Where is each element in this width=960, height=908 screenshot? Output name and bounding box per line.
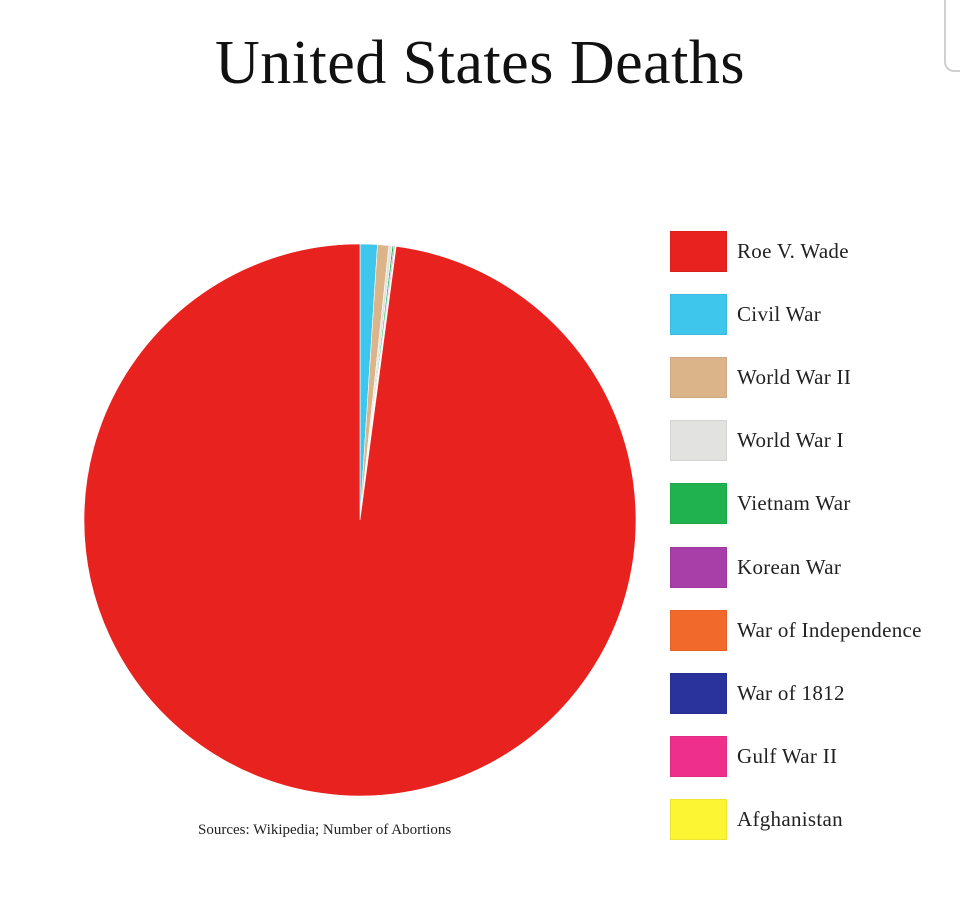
legend-label: Vietnam War	[737, 491, 851, 516]
legend-label: War of 1812	[737, 680, 845, 705]
legend-item-gulf-war-ii: Gulf War II	[670, 736, 837, 778]
pie-slice-roe-v-wade	[83, 243, 637, 797]
legend-item-world-war-ii: World War II	[670, 356, 851, 398]
legend-label: War of Independence	[737, 617, 922, 642]
legend-item-world-war-i: World War I	[670, 420, 844, 462]
legend-label: Gulf War II	[737, 744, 838, 769]
legend-swatch	[670, 230, 727, 272]
legend-item-roe-v-wade: Roe V. Wade	[670, 230, 849, 272]
legend-label: World War II	[737, 364, 852, 389]
legend-item-civil-war: Civil War	[670, 293, 821, 335]
legend-swatch	[670, 546, 727, 588]
chart-title: United States Deaths	[214, 29, 745, 97]
legend-swatch	[670, 293, 727, 335]
legend-item-afghanistan: Afghanistan	[670, 799, 843, 841]
legend-label: World War I	[737, 428, 844, 453]
legend-item-vietnam-war: Vietnam War	[670, 483, 851, 525]
legend-label: Roe V. Wade	[737, 238, 849, 263]
legend-swatch	[670, 672, 727, 714]
legend-swatch	[670, 356, 727, 398]
legend-label: Korean War	[737, 554, 842, 579]
legend-item-war-of-1812: War of 1812	[670, 672, 845, 714]
legend-swatch	[670, 736, 727, 778]
source-note: Sources: Wikipedia; Number of Abortions	[198, 822, 452, 838]
legend-label: Afghanistan	[737, 807, 843, 832]
legend-swatch	[670, 483, 727, 525]
legend-swatch	[670, 799, 727, 841]
legend-item-war-of-independence: War of Independence	[670, 609, 922, 651]
legend-swatch	[670, 420, 727, 462]
corner-frame-mark	[944, 0, 960, 72]
legend-label: Civil War	[737, 301, 822, 326]
legend-swatch	[670, 609, 727, 651]
legend-item-korean-war: Korean War	[670, 546, 841, 588]
